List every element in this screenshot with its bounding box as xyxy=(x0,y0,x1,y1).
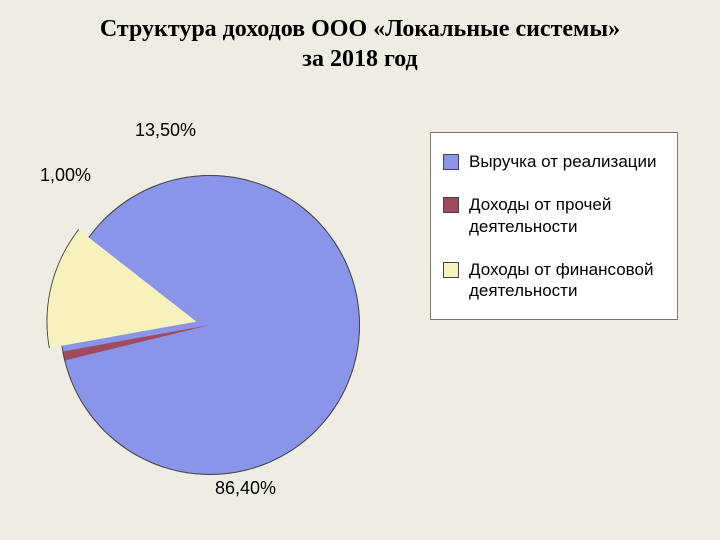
slice-label-3: 13,50% xyxy=(135,120,196,141)
legend-swatch-2 xyxy=(443,197,459,213)
legend-item-2: Доходы от прочей деятельности xyxy=(443,194,667,237)
legend-swatch-1 xyxy=(443,154,459,170)
legend-item-1: Выручка от реализации xyxy=(443,151,667,172)
pie-wrap xyxy=(60,175,360,475)
legend-text-1: Выручка от реализации xyxy=(469,151,667,172)
slide-title: Структура доходов ООО «Локальные системы… xyxy=(0,14,720,74)
pie-chart: 13,50% 1,00% 86,40% xyxy=(40,120,400,500)
legend-item-3: Доходы от финансовой деятельности xyxy=(443,259,667,302)
slice-label-1: 86,40% xyxy=(215,478,276,499)
slide: Структура доходов ООО «Локальные системы… xyxy=(0,0,720,540)
legend-text-3: Доходы от финансовой деятельности xyxy=(469,259,667,302)
legend-swatch-3 xyxy=(443,262,459,278)
title-line1: Структура доходов ООО «Локальные системы… xyxy=(100,16,620,42)
legend-text-2: Доходы от прочей деятельности xyxy=(469,194,667,237)
title-line2: за 2018 год xyxy=(302,46,417,72)
legend: Выручка от реализации Доходы от прочей д… xyxy=(430,132,678,320)
